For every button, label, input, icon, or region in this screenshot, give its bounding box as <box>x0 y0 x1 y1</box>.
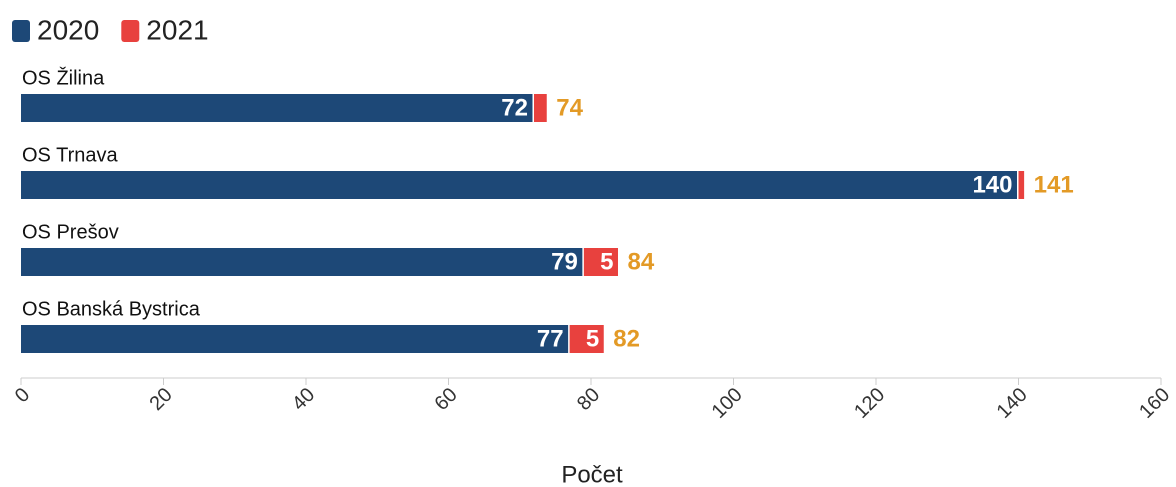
segment-label: 140 <box>972 171 1012 198</box>
bar-segment <box>1018 171 1025 199</box>
x-tick-label: 160 <box>1135 384 1174 423</box>
x-tick-label: 60 <box>430 384 461 415</box>
total-label: 82 <box>613 325 640 352</box>
bar-segment <box>583 248 618 276</box>
bar-segment <box>21 248 583 276</box>
category-label: OS Trnava <box>22 144 118 166</box>
bar-segment <box>534 94 547 122</box>
x-tick-label: 0 <box>11 384 34 407</box>
x-tick-label: 140 <box>993 384 1032 423</box>
segment-label: 72 <box>501 94 528 121</box>
total-label: 84 <box>628 248 655 275</box>
legend-swatch <box>12 20 30 42</box>
legend-label: 2021 <box>146 14 208 45</box>
category-label: OS Žilina <box>22 66 105 89</box>
x-tick-label: 80 <box>573 384 604 415</box>
bar-segment <box>21 94 533 122</box>
x-tick-label: 40 <box>288 384 319 415</box>
bar-segment <box>21 325 569 353</box>
legend-swatch <box>121 20 140 42</box>
segment-label: 5 <box>586 325 599 352</box>
category-label: OS Prešov <box>22 221 119 243</box>
bar-segment <box>569 325 604 353</box>
bar-segment <box>21 171 1017 199</box>
segment-label: 5 <box>600 248 613 275</box>
total-label: 141 <box>1034 171 1074 198</box>
x-tick-label: 20 <box>145 384 176 415</box>
x-axis-label: Počet <box>561 461 623 487</box>
total-label: 74 <box>556 94 583 121</box>
x-tick-label: 120 <box>850 384 889 423</box>
x-tick-label: 100 <box>708 384 747 423</box>
segment-label: 77 <box>537 325 564 352</box>
legend-label: 2020 <box>37 14 99 45</box>
category-label: OS Banská Bystrica <box>22 298 201 320</box>
segment-label: 79 <box>551 248 578 275</box>
